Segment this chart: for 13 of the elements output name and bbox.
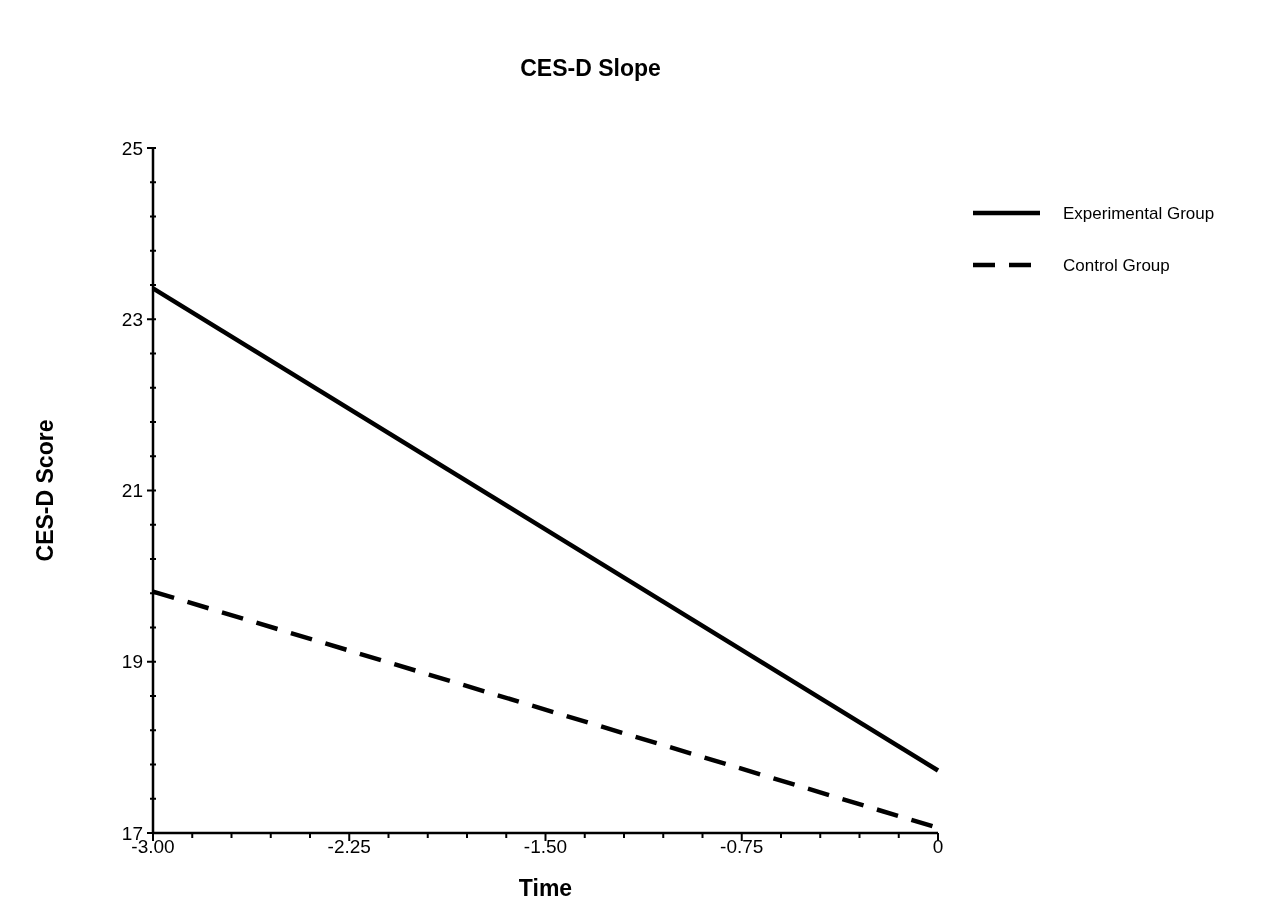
x-tick-label: 0 (932, 836, 944, 857)
y-tick-label: 23 (121, 308, 143, 330)
x-tick-label: -0.75 (720, 836, 764, 857)
legend-label: Control Group (1063, 255, 1170, 275)
legend-label: Experimental Group (1063, 203, 1215, 223)
x-tick-label: -2.25 (327, 836, 371, 857)
y-tick-label: 21 (121, 480, 143, 502)
chart-title: CES-D Slope (520, 55, 661, 81)
y-tick-label: 19 (121, 651, 143, 673)
x-axis-title: Time (518, 875, 573, 901)
y-tick-label: 25 (121, 137, 143, 159)
y-axis-title: CES-D Score (32, 419, 58, 562)
x-tick-label: -1.50 (523, 836, 568, 857)
